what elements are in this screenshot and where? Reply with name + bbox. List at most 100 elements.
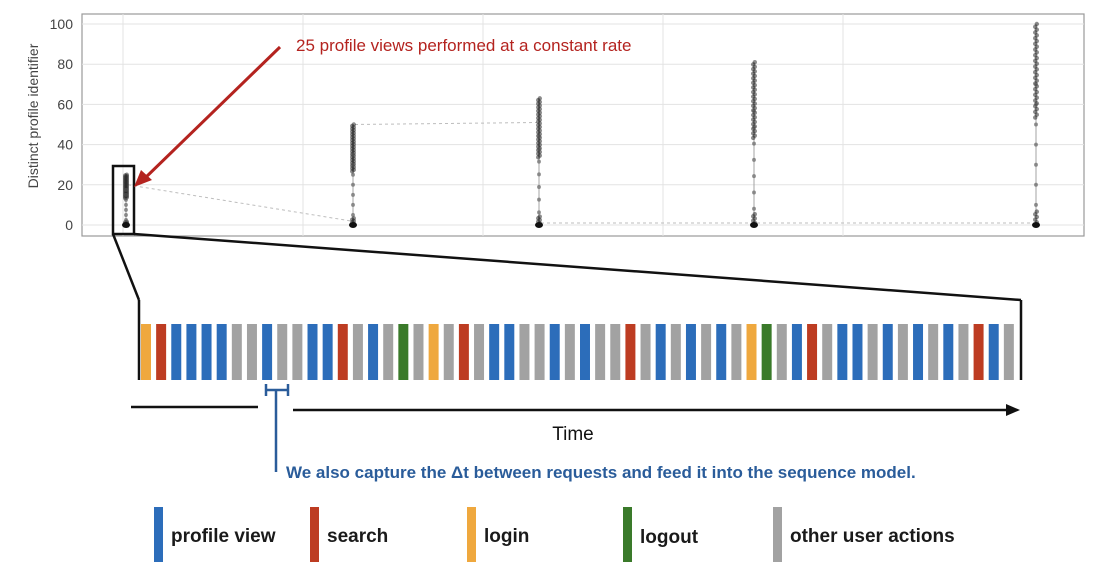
event-view bbox=[201, 324, 212, 380]
legend-swatch-login bbox=[467, 507, 476, 562]
event-logout bbox=[398, 324, 409, 380]
event-other bbox=[246, 324, 257, 380]
annotation-arrowhead bbox=[134, 170, 152, 187]
event-other bbox=[928, 324, 939, 380]
event-view bbox=[322, 324, 333, 380]
data-point bbox=[1034, 142, 1038, 147]
legend-label-login: login bbox=[484, 526, 529, 547]
data-point bbox=[351, 172, 355, 177]
event-view bbox=[882, 324, 893, 380]
event-other bbox=[731, 324, 742, 380]
burst-base-point bbox=[122, 222, 130, 228]
event-other bbox=[413, 324, 424, 380]
event-view bbox=[489, 324, 500, 380]
event-view bbox=[852, 324, 863, 380]
event-other bbox=[822, 324, 833, 380]
event-search bbox=[458, 324, 469, 380]
y-tick-label: 60 bbox=[57, 96, 73, 112]
data-point bbox=[752, 157, 756, 162]
data-point bbox=[1034, 162, 1038, 167]
zoom-line-right bbox=[133, 232, 1022, 302]
event-login bbox=[746, 324, 757, 380]
data-point bbox=[1034, 202, 1038, 207]
connector-line bbox=[127, 184, 352, 222]
y-tick-label: 100 bbox=[50, 16, 74, 32]
event-view bbox=[943, 324, 954, 380]
burst-base-point bbox=[535, 222, 543, 228]
annotation-arrow bbox=[141, 45, 282, 182]
event-sequence bbox=[141, 324, 1014, 380]
y-tick-labels: 0 20 40 60 80 100 bbox=[50, 16, 74, 233]
data-point bbox=[752, 141, 756, 146]
zoom-line-left bbox=[111, 233, 141, 301]
event-other bbox=[277, 324, 288, 380]
data-point bbox=[351, 212, 355, 217]
data-point bbox=[124, 212, 128, 217]
data-point bbox=[1034, 209, 1040, 214]
data-point bbox=[124, 217, 128, 222]
event-view bbox=[580, 324, 590, 380]
data-point bbox=[351, 202, 355, 207]
scatter-plot: 0 20 40 60 80 100 Distinct profile identifier bbox=[25, 13, 1085, 237]
event-view bbox=[988, 324, 999, 380]
connector-line bbox=[354, 121, 538, 125]
data-point bbox=[1034, 21, 1040, 27]
event-other bbox=[564, 324, 575, 380]
event-view bbox=[368, 324, 379, 380]
legend-label-logout: logout bbox=[640, 527, 699, 548]
delta-t-bracket bbox=[264, 384, 290, 472]
y-tick-label: 20 bbox=[57, 177, 73, 193]
legend-swatch-view bbox=[154, 507, 163, 562]
data-point bbox=[1034, 82, 1038, 87]
data-point bbox=[1034, 122, 1038, 127]
data-point bbox=[752, 211, 757, 217]
data-point bbox=[537, 147, 541, 152]
event-login bbox=[141, 324, 151, 380]
event-other bbox=[776, 324, 787, 380]
data-point bbox=[752, 109, 756, 114]
annotation-text: 25 profile views performed at a constant… bbox=[296, 36, 631, 55]
data-point bbox=[124, 172, 129, 177]
data-point bbox=[752, 174, 756, 179]
data-point bbox=[124, 207, 128, 212]
burst-base-point bbox=[750, 222, 758, 228]
event-view bbox=[504, 324, 515, 380]
data-point bbox=[752, 125, 756, 130]
data-point bbox=[752, 59, 757, 65]
data-point bbox=[537, 210, 541, 215]
event-view bbox=[791, 324, 802, 380]
data-point bbox=[537, 185, 541, 190]
zoom-box bbox=[111, 164, 136, 236]
event-view bbox=[307, 324, 318, 380]
event-view bbox=[216, 324, 227, 380]
data-point bbox=[124, 202, 128, 207]
data-point bbox=[752, 190, 756, 195]
data-point bbox=[1034, 102, 1038, 107]
data-point bbox=[537, 214, 542, 219]
event-other bbox=[867, 324, 878, 380]
event-other bbox=[670, 324, 681, 380]
event-logout bbox=[761, 324, 772, 380]
data-point bbox=[351, 182, 355, 187]
legend-swatch-other bbox=[773, 507, 782, 562]
legend-label-search: search bbox=[327, 526, 388, 547]
time-axis-arrowhead bbox=[1006, 404, 1020, 416]
plot-frame bbox=[81, 13, 1085, 237]
event-search bbox=[807, 324, 818, 380]
event-search bbox=[156, 324, 167, 380]
legend-label-view: profile view bbox=[171, 526, 276, 547]
event-other bbox=[595, 324, 606, 380]
data-point bbox=[124, 187, 128, 192]
legend-swatch-search bbox=[310, 507, 319, 562]
data-point bbox=[124, 192, 128, 197]
data-point bbox=[124, 197, 128, 202]
data-points bbox=[122, 21, 1040, 228]
event-view bbox=[837, 324, 848, 380]
time-axis-label: Time bbox=[552, 424, 594, 445]
data-point bbox=[351, 122, 356, 127]
data-point bbox=[752, 206, 756, 211]
event-view bbox=[171, 324, 182, 380]
event-other bbox=[383, 324, 394, 380]
legend-label-other: other user actions bbox=[790, 526, 955, 547]
